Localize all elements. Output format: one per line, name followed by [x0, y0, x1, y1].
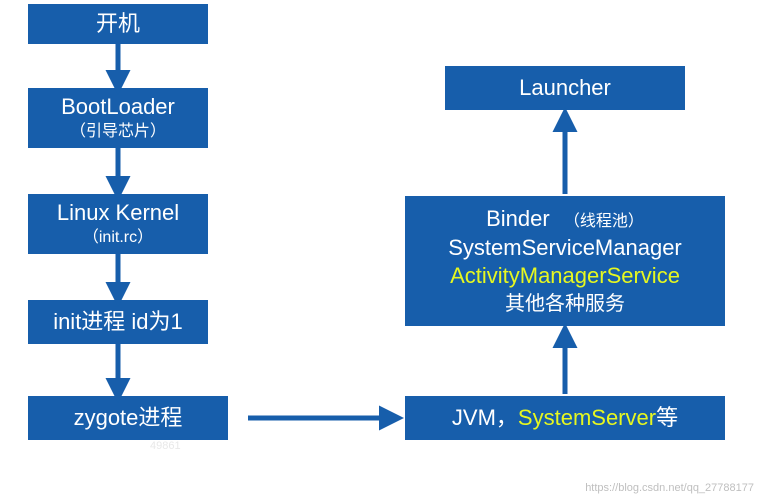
- arrows-layer: [0, 0, 766, 500]
- ghost-number: 49861: [150, 440, 181, 452]
- watermark: https://blog.csdn.net/qq_27788177: [585, 482, 754, 494]
